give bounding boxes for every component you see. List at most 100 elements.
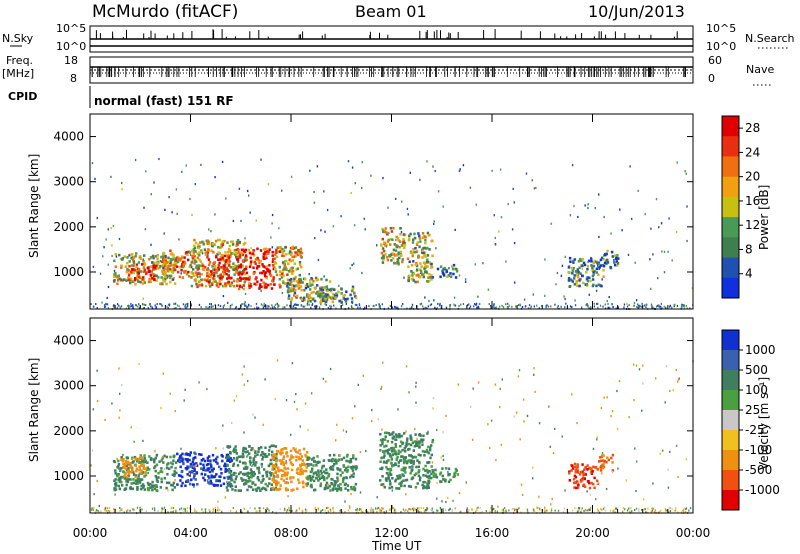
data-cell: [128, 278, 131, 282]
scatter-cell: [581, 267, 584, 271]
data-cell: [392, 226, 395, 230]
data-cell: [592, 273, 595, 276]
scatter-cell: [442, 458, 445, 461]
data-cell: [299, 247, 303, 251]
data-cell: [169, 274, 173, 278]
data-cell: [192, 248, 196, 251]
data-cell: [211, 453, 215, 457]
data-cell: [426, 485, 429, 488]
data-cell: [199, 241, 202, 244]
data-cell: [570, 469, 573, 472]
data-cell: [235, 248, 238, 252]
scatter-cell: [116, 457, 118, 461]
data-cell: [412, 248, 415, 251]
near-range-cell: [132, 306, 134, 309]
scatter-cell: [193, 485, 195, 489]
data-cell: [117, 459, 120, 463]
scatter-cell: [642, 364, 644, 367]
data-cell: [136, 482, 140, 485]
data-cell: [583, 468, 586, 471]
data-cell: [174, 461, 178, 464]
near-range-cell: [159, 302, 161, 305]
data-cell: [186, 473, 189, 476]
data-cell: [411, 274, 414, 277]
data-cell: [394, 445, 398, 448]
data-cell: [256, 247, 259, 251]
data-cell: [417, 453, 420, 457]
data-cell: [296, 267, 300, 270]
data-cell: [268, 263, 271, 267]
data-cell: [393, 452, 396, 455]
near-range-cell: [296, 509, 298, 512]
scatter-cell: [610, 232, 612, 235]
data-cell: [174, 268, 177, 272]
near-range-cell: [171, 506, 173, 509]
data-cell: [421, 232, 425, 235]
data-cell: [413, 455, 416, 459]
data-cell: [272, 488, 276, 491]
data-cell: [581, 470, 584, 474]
near-range-cell: [352, 307, 354, 310]
data-cell: [113, 487, 116, 490]
data-cell: [427, 276, 430, 279]
scatter-cell: [295, 447, 297, 450]
scatter-cell: [436, 428, 438, 432]
data-cell: [212, 250, 215, 254]
data-cell: [398, 435, 401, 439]
near-range-cell: [100, 510, 102, 513]
data-cell: [259, 489, 262, 492]
data-cell: [135, 268, 139, 272]
colorbar-tick-label: 100: [745, 383, 768, 397]
near-range-cell: [129, 509, 131, 512]
scatter-cell: [247, 454, 249, 457]
near-range-cell: [90, 303, 92, 306]
data-cell: [392, 446, 396, 450]
data-cell: [248, 452, 251, 455]
data-cell: [319, 482, 323, 485]
scatter-cell: [365, 450, 367, 453]
near-range-cell: [381, 303, 383, 306]
data-cell: [229, 457, 232, 460]
data-cell: [222, 258, 225, 261]
near-range-cell: [527, 307, 529, 310]
near-range-cell: [557, 305, 559, 308]
near-range-cell: [651, 509, 654, 512]
data-cell: [223, 265, 226, 268]
near-range-cell: [612, 509, 614, 512]
near-range-cell: [641, 508, 643, 511]
near-range-cell: [442, 508, 444, 511]
data-cell: [582, 483, 586, 487]
near-range-cell: [495, 306, 497, 309]
scatter-cell: [493, 507, 495, 511]
data-cell: [206, 274, 209, 278]
data-cell: [216, 462, 219, 465]
data-cell: [415, 472, 418, 475]
data-cell: [224, 467, 227, 471]
scatter-cell: [563, 295, 565, 298]
near-range-cell: [136, 506, 139, 509]
data-cell: [394, 249, 398, 252]
near-range-cell: [502, 508, 504, 511]
data-cell: [593, 259, 596, 263]
near-range-cell: [361, 511, 363, 514]
near-range-cell: [357, 306, 359, 309]
scatter-cell: [472, 438, 474, 441]
data-cell: [611, 453, 615, 457]
data-cell: [202, 457, 205, 461]
data-cell: [580, 480, 583, 483]
data-cell: [208, 279, 212, 282]
scatter-cell: [663, 250, 666, 253]
data-cell: [409, 251, 413, 254]
near-range-cell: [137, 305, 139, 308]
data-cell: [193, 244, 196, 248]
data-cell: [390, 259, 393, 262]
near-range-cell: [135, 304, 137, 307]
data-cell: [269, 458, 273, 462]
data-cell: [127, 477, 130, 481]
data-cell: [118, 487, 121, 491]
data-cell: [402, 466, 405, 470]
near-range-cell: [222, 306, 224, 309]
scatter-cell: [189, 197, 191, 201]
near-range-cell: [479, 302, 481, 305]
data-cell: [223, 284, 226, 288]
